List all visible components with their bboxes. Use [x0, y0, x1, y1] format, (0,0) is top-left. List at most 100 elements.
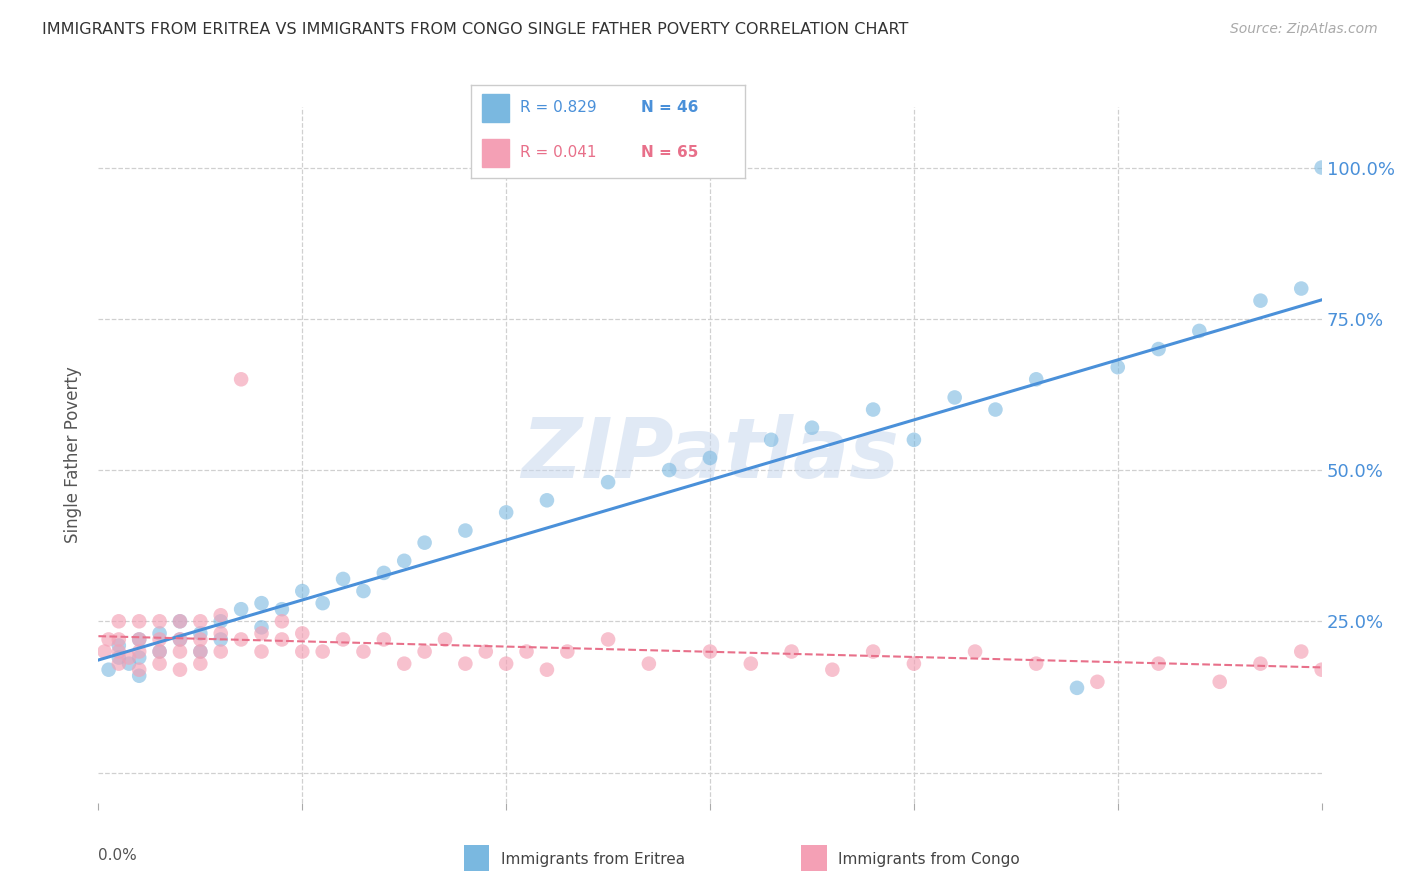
Point: [128, 615, 150, 629]
Point: [209, 615, 232, 629]
Point: [93, 644, 115, 658]
Point: [169, 663, 191, 677]
Text: Immigrants from Eritrea: Immigrants from Eritrea: [501, 853, 685, 867]
Point: [188, 615, 212, 629]
Point: [250, 626, 273, 640]
Point: [108, 657, 131, 671]
Point: [943, 391, 966, 405]
Point: [270, 632, 292, 647]
Point: [555, 644, 579, 658]
Point: [169, 644, 191, 658]
Point: [1066, 681, 1088, 695]
Point: [1372, 615, 1395, 629]
Point: [291, 644, 314, 658]
Point: [108, 644, 131, 658]
Point: [231, 372, 253, 386]
Point: [1289, 281, 1312, 295]
Point: [128, 644, 150, 658]
Y-axis label: Single Father Poverty: Single Father Poverty: [65, 367, 83, 543]
Point: [536, 493, 558, 508]
Point: [1085, 674, 1108, 689]
Point: [188, 626, 212, 640]
Text: ZIPatlas: ZIPatlas: [522, 415, 898, 495]
Point: [291, 626, 314, 640]
Point: [128, 650, 150, 665]
Point: [761, 433, 783, 447]
Point: [598, 632, 620, 647]
Bar: [482, 139, 509, 167]
Point: [231, 602, 253, 616]
Point: [862, 402, 884, 417]
Point: [699, 644, 721, 658]
Point: [291, 584, 314, 599]
Point: [699, 450, 721, 465]
Point: [149, 626, 172, 640]
Point: [128, 632, 150, 647]
Point: [373, 566, 395, 580]
Point: [128, 663, 150, 677]
Point: [97, 663, 120, 677]
Text: N = 65: N = 65: [641, 145, 699, 161]
Point: [392, 554, 416, 568]
Point: [1147, 657, 1170, 671]
Point: [1147, 342, 1170, 356]
Point: [108, 639, 131, 653]
Point: [1249, 657, 1271, 671]
Point: [311, 644, 335, 658]
Point: [740, 657, 762, 671]
Point: [250, 620, 273, 634]
Text: Immigrants from Congo: Immigrants from Congo: [838, 853, 1019, 867]
Text: IMMIGRANTS FROM ERITREA VS IMMIGRANTS FROM CONGO SINGLE FATHER POVERTY CORRELATI: IMMIGRANTS FROM ERITREA VS IMMIGRANTS FR…: [42, 22, 908, 37]
Point: [128, 669, 150, 683]
Point: [413, 644, 436, 658]
Point: [149, 657, 172, 671]
Point: [495, 657, 517, 671]
Point: [149, 615, 172, 629]
Point: [97, 632, 120, 647]
Point: [169, 632, 191, 647]
Point: [1107, 360, 1129, 375]
Point: [209, 608, 232, 623]
Bar: [482, 95, 509, 122]
Point: [169, 632, 191, 647]
Point: [1188, 324, 1211, 338]
Point: [169, 615, 191, 629]
Point: [1330, 674, 1353, 689]
Point: [454, 524, 477, 538]
Point: [821, 663, 844, 677]
Point: [332, 632, 354, 647]
Point: [984, 402, 1007, 417]
Point: [118, 657, 141, 671]
Point: [474, 644, 498, 658]
Point: [598, 475, 620, 490]
Text: R = 0.829: R = 0.829: [520, 100, 598, 115]
Point: [270, 615, 292, 629]
Point: [903, 433, 925, 447]
Point: [149, 644, 172, 658]
Point: [332, 572, 354, 586]
Point: [128, 632, 150, 647]
Point: [637, 657, 661, 671]
Point: [1310, 663, 1333, 677]
Point: [250, 644, 273, 658]
Point: [516, 644, 538, 658]
Text: N = 46: N = 46: [641, 100, 699, 115]
Point: [149, 632, 172, 647]
Point: [536, 663, 558, 677]
Point: [903, 657, 925, 671]
Point: [231, 632, 253, 647]
Point: [1025, 657, 1047, 671]
Point: [209, 626, 232, 640]
Point: [169, 615, 191, 629]
Point: [373, 632, 395, 647]
Point: [352, 644, 374, 658]
Point: [495, 505, 517, 519]
Point: [250, 596, 273, 610]
Text: R = 0.041: R = 0.041: [520, 145, 598, 161]
Point: [963, 644, 986, 658]
Point: [311, 596, 335, 610]
Point: [780, 644, 803, 658]
Point: [188, 644, 212, 658]
Point: [454, 657, 477, 671]
Point: [1025, 372, 1047, 386]
